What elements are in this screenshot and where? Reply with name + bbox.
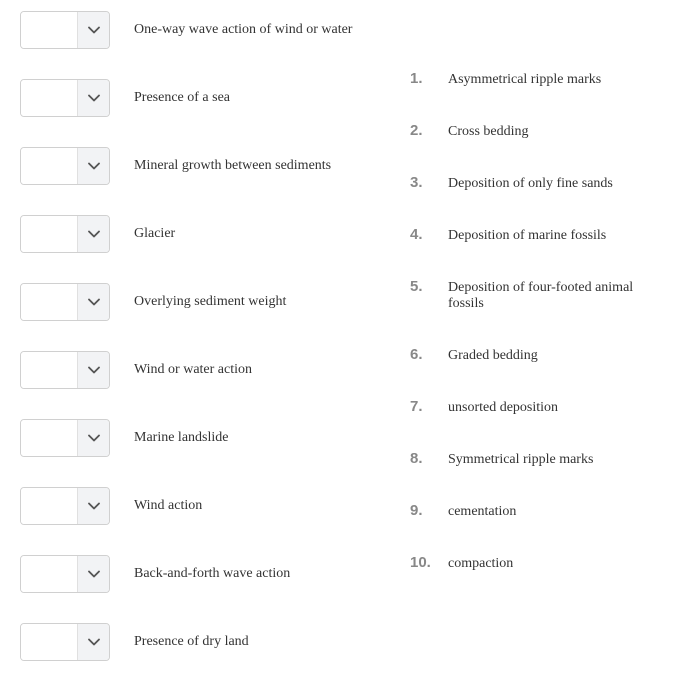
prompt-label: Presence of dry land bbox=[134, 632, 249, 652]
prompt-row: Overlying sediment weight bbox=[20, 282, 380, 322]
dropdown-value bbox=[21, 80, 77, 116]
dropdown-value bbox=[21, 488, 77, 524]
dropdown-toggle[interactable] bbox=[77, 148, 109, 184]
answer-text: Deposition of marine fossils bbox=[448, 228, 606, 244]
chevron-down-icon bbox=[88, 298, 100, 306]
answer-row: 1. Asymmetrical ripple marks bbox=[410, 70, 667, 88]
answer-text: Asymmetrical ripple marks bbox=[448, 72, 601, 88]
answer-row: 8. Symmetrical ripple marks bbox=[410, 450, 667, 468]
answers-column: 1. Asymmetrical ripple marks 2. Cross be… bbox=[410, 10, 667, 690]
dropdown-toggle[interactable] bbox=[77, 80, 109, 116]
chevron-down-icon bbox=[88, 434, 100, 442]
answer-number: 9. bbox=[410, 502, 448, 519]
answer-text: Graded bedding bbox=[448, 348, 538, 364]
prompts-column: One-way wave action of wind or water Pre… bbox=[20, 10, 380, 690]
answer-number: 2. bbox=[410, 122, 448, 139]
answer-text: Cross bedding bbox=[448, 124, 529, 140]
answer-row: 5. Deposition of four-footed animal foss… bbox=[410, 278, 667, 312]
answer-dropdown[interactable] bbox=[20, 147, 110, 185]
chevron-down-icon bbox=[88, 366, 100, 374]
chevron-down-icon bbox=[88, 162, 100, 170]
answer-row: 3. Deposition of only fine sands bbox=[410, 174, 667, 192]
prompt-label: Back-and-forth wave action bbox=[134, 564, 290, 584]
matching-question-container: One-way wave action of wind or water Pre… bbox=[20, 10, 667, 690]
dropdown-value bbox=[21, 420, 77, 456]
prompt-label: One-way wave action of wind or water bbox=[134, 20, 352, 40]
prompt-row: Wind or water action bbox=[20, 350, 380, 390]
answer-number: 3. bbox=[410, 174, 448, 191]
dropdown-value bbox=[21, 556, 77, 592]
answer-number: 8. bbox=[410, 450, 448, 467]
answer-text: Deposition of four-footed animal fossils bbox=[448, 280, 667, 312]
answer-text: cementation bbox=[448, 504, 516, 520]
answer-dropdown[interactable] bbox=[20, 351, 110, 389]
prompt-row: One-way wave action of wind or water bbox=[20, 10, 380, 50]
answer-dropdown[interactable] bbox=[20, 79, 110, 117]
chevron-down-icon bbox=[88, 570, 100, 578]
answer-dropdown[interactable] bbox=[20, 215, 110, 253]
answer-dropdown[interactable] bbox=[20, 419, 110, 457]
answer-number: 10. bbox=[410, 554, 448, 571]
prompt-row: Presence of a sea bbox=[20, 78, 380, 118]
answer-row: 7. unsorted deposition bbox=[410, 398, 667, 416]
dropdown-toggle[interactable] bbox=[77, 12, 109, 48]
prompt-row: Marine landslide bbox=[20, 418, 380, 458]
prompt-row: Glacier bbox=[20, 214, 380, 254]
answer-dropdown[interactable] bbox=[20, 11, 110, 49]
answer-row: 4. Deposition of marine fossils bbox=[410, 226, 667, 244]
answer-text: compaction bbox=[448, 556, 513, 572]
prompt-label: Marine landslide bbox=[134, 428, 228, 448]
dropdown-value bbox=[21, 12, 77, 48]
dropdown-value bbox=[21, 148, 77, 184]
dropdown-toggle[interactable] bbox=[77, 420, 109, 456]
answer-number: 1. bbox=[410, 70, 448, 87]
prompt-row: Back-and-forth wave action bbox=[20, 554, 380, 594]
answer-dropdown[interactable] bbox=[20, 623, 110, 661]
answer-row: 2. Cross bedding bbox=[410, 122, 667, 140]
answer-row: 9. cementation bbox=[410, 502, 667, 520]
prompt-row: Mineral growth between sediments bbox=[20, 146, 380, 186]
answer-dropdown[interactable] bbox=[20, 487, 110, 525]
prompt-label: Overlying sediment weight bbox=[134, 292, 286, 312]
answer-number: 4. bbox=[410, 226, 448, 243]
dropdown-toggle[interactable] bbox=[77, 352, 109, 388]
dropdown-toggle[interactable] bbox=[77, 624, 109, 660]
answer-number: 7. bbox=[410, 398, 448, 415]
answer-dropdown[interactable] bbox=[20, 555, 110, 593]
chevron-down-icon bbox=[88, 26, 100, 34]
dropdown-value bbox=[21, 352, 77, 388]
dropdown-value bbox=[21, 216, 77, 252]
answer-number: 6. bbox=[410, 346, 448, 363]
answer-text: unsorted deposition bbox=[448, 400, 558, 416]
dropdown-toggle[interactable] bbox=[77, 216, 109, 252]
chevron-down-icon bbox=[88, 230, 100, 238]
dropdown-toggle[interactable] bbox=[77, 556, 109, 592]
answer-row: 6. Graded bedding bbox=[410, 346, 667, 364]
answer-dropdown[interactable] bbox=[20, 283, 110, 321]
answer-text: Deposition of only fine sands bbox=[448, 176, 613, 192]
chevron-down-icon bbox=[88, 638, 100, 646]
answer-number: 5. bbox=[410, 278, 448, 295]
answer-text: Symmetrical ripple marks bbox=[448, 452, 593, 468]
chevron-down-icon bbox=[88, 94, 100, 102]
answer-row: 10. compaction bbox=[410, 554, 667, 572]
prompt-row: Wind action bbox=[20, 486, 380, 526]
dropdown-toggle[interactable] bbox=[77, 488, 109, 524]
prompt-row: Presence of dry land bbox=[20, 622, 380, 662]
prompt-label: Wind or water action bbox=[134, 360, 252, 380]
dropdown-toggle[interactable] bbox=[77, 284, 109, 320]
dropdown-value bbox=[21, 284, 77, 320]
prompt-label: Wind action bbox=[134, 496, 202, 516]
prompt-label: Glacier bbox=[134, 224, 175, 244]
chevron-down-icon bbox=[88, 502, 100, 510]
prompt-label: Presence of a sea bbox=[134, 88, 230, 108]
dropdown-value bbox=[21, 624, 77, 660]
prompt-label: Mineral growth between sediments bbox=[134, 156, 331, 176]
